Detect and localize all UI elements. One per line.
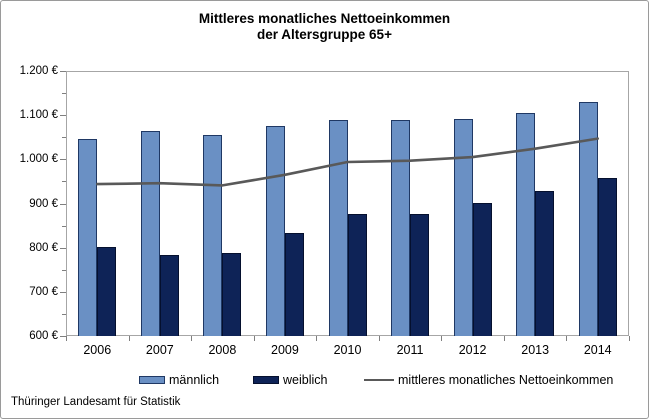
legend-item-line: mittleres monatliches Nettoeinkommen (364, 373, 613, 387)
chart-title: Mittleres monatliches Nettoeinkommen der… (1, 11, 648, 43)
bar-weiblich-2007 (159, 254, 179, 336)
bar-weiblich-2011 (410, 213, 430, 336)
x-axis-tick (441, 336, 443, 341)
bar-weiblich-2012 (472, 202, 492, 336)
legend-label-weiblich: weiblich (283, 373, 328, 387)
x-axis-tick (566, 336, 568, 341)
x-axis-label-2006: 2006 (83, 343, 112, 357)
x-axis-label-2011: 2011 (396, 343, 424, 357)
y-axis-label: 700 € (29, 285, 58, 298)
bar-maennlich-2014 (578, 102, 598, 336)
bar-weiblich-2013 (535, 190, 555, 336)
y-major-tick (60, 336, 66, 337)
y-axis-label: 800 € (29, 241, 58, 254)
y-major-tick (60, 291, 66, 293)
bar-weiblich-2014 (597, 178, 617, 336)
bar-maennlich-2011 (391, 120, 411, 336)
legend-item-weiblich: weiblich (253, 373, 327, 387)
y-minor-tick (62, 93, 66, 95)
x-axis-tick (191, 336, 193, 341)
x-axis-label-2012: 2012 (458, 343, 487, 357)
chart-title-line1: Mittleres monatliches Nettoeinkommen (198, 11, 451, 26)
y-axis-label: 600 € (29, 330, 58, 342)
x-axis-label-2010: 2010 (333, 343, 362, 357)
bar-maennlich-2013 (516, 112, 536, 336)
bar-maennlich-2012 (453, 118, 473, 336)
x-axis-tick (378, 336, 380, 341)
x-axis-tick (253, 336, 255, 341)
y-minor-tick (62, 269, 66, 271)
y-axis-label: 1.200 € (19, 65, 58, 77)
y-major-tick (60, 115, 66, 117)
bar-maennlich-2006 (78, 139, 98, 336)
y-major-tick (60, 203, 66, 205)
bar-maennlich-2007 (140, 131, 160, 336)
bar-weiblich-2009 (284, 233, 304, 336)
x-axis-tick (503, 336, 505, 341)
legend-swatch-weiblich (253, 376, 279, 384)
x-axis-label-2007: 2007 (145, 343, 174, 357)
x-axis-label-2009: 2009 (271, 343, 299, 357)
source-credit: Thüringer Landesamt für Statistik (11, 396, 181, 408)
y-axis-label: 1.100 € (19, 109, 58, 122)
legend-swatch-maennlich (139, 376, 165, 384)
y-minor-tick (62, 181, 66, 183)
legend: männlich weiblich mittleres monatliches … (1, 373, 648, 389)
bar-weiblich-2008 (222, 252, 242, 336)
y-major-tick (60, 247, 66, 249)
bar-weiblich-2006 (97, 246, 117, 336)
x-axis-tick (66, 336, 67, 341)
bar-maennlich-2010 (328, 120, 348, 336)
legend-item-maennlich: männlich (139, 373, 219, 387)
y-axis-label: 900 € (29, 197, 58, 210)
y-minor-tick (62, 313, 66, 315)
x-axis-tick (128, 336, 130, 341)
y-minor-tick (62, 137, 66, 139)
legend-label-maennlich: männlich (169, 373, 220, 387)
y-major-tick (60, 159, 66, 161)
bar-maennlich-2009 (265, 125, 285, 336)
x-axis-label-2008: 2008 (208, 343, 237, 357)
x-axis-label-2013: 2013 (521, 343, 550, 357)
x-axis-label-2014: 2014 (583, 343, 612, 357)
y-minor-tick (62, 225, 66, 227)
chart-title-line2: der Altersgruppe 65+ (257, 27, 392, 42)
y-axis-label: 1.000 € (19, 153, 58, 166)
legend-swatch-line (364, 379, 394, 381)
x-axis-tick (316, 336, 318, 341)
bar-weiblich-2010 (347, 213, 367, 336)
x-axis-tick (629, 336, 630, 341)
bar-maennlich-2008 (203, 135, 223, 336)
y-major-tick (60, 71, 66, 72)
legend-label-line: mittleres monatliches Nettoeinkommen (398, 373, 614, 387)
